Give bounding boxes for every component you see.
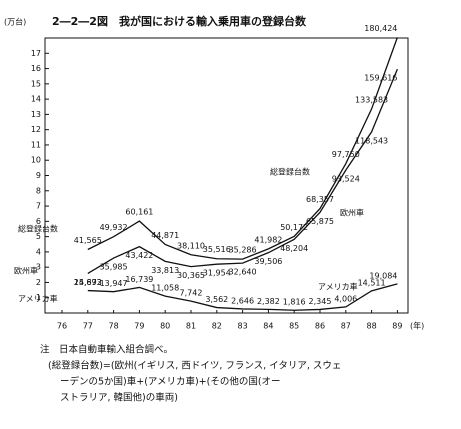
y-tick-label: 6 bbox=[36, 217, 41, 226]
x-tick-label: 85 bbox=[289, 322, 299, 331]
y-tick-label: 8 bbox=[36, 186, 41, 195]
data-label: 180,424 bbox=[364, 24, 397, 33]
y-tick-label: 11 bbox=[31, 140, 41, 149]
data-label: 44,871 bbox=[151, 231, 179, 240]
y-tick-label: 17 bbox=[31, 49, 41, 58]
y-unit: (万台) bbox=[4, 17, 26, 27]
data-label: 32,640 bbox=[229, 268, 257, 277]
data-label: 14,511 bbox=[358, 278, 386, 287]
x-tick-label: 89 bbox=[392, 322, 402, 331]
data-label: 16,739 bbox=[125, 275, 153, 284]
x-tick-label: 88 bbox=[367, 322, 377, 331]
data-label: 2,382 bbox=[257, 297, 280, 306]
series-label: 総登録台数 bbox=[270, 167, 310, 177]
data-label: 49,932 bbox=[100, 223, 128, 232]
data-label: 33,813 bbox=[151, 266, 179, 275]
data-label: 39,506 bbox=[254, 257, 282, 266]
x-tick-label: 87 bbox=[341, 322, 351, 331]
x-tick-label: 82 bbox=[212, 322, 222, 331]
y-tick-label: 14 bbox=[31, 95, 41, 104]
y-tick-label: 16 bbox=[31, 64, 41, 73]
series-line bbox=[87, 283, 398, 311]
data-label: 133,583 bbox=[355, 95, 388, 104]
note: (総登録台数)=(欧州(イギリス, 西ドイツ, フランス, イタリア, スウェ bbox=[48, 360, 341, 372]
y-tick-label: 10 bbox=[31, 156, 41, 165]
data-label: 31,954 bbox=[203, 269, 231, 278]
data-label: 38,110 bbox=[177, 241, 205, 250]
x-tick-label: 83 bbox=[238, 322, 248, 331]
data-label: 30,365 bbox=[177, 271, 205, 280]
data-label: 2,646 bbox=[231, 296, 254, 305]
series-label: アメリカ車 bbox=[18, 294, 58, 304]
data-label: 50,172 bbox=[280, 223, 308, 232]
data-label: 48,204 bbox=[280, 244, 308, 253]
data-label: 1,816 bbox=[283, 298, 306, 307]
data-label: 97,750 bbox=[332, 150, 360, 159]
data-label: 159,616 bbox=[364, 74, 397, 83]
data-label: 65,875 bbox=[306, 217, 334, 226]
note: ーデンの5か国)車+(アメリカ車)+(その他の国(オー bbox=[60, 376, 281, 388]
x-tick-label: 78 bbox=[109, 322, 119, 331]
y-tick-label: 1 bbox=[36, 293, 41, 302]
x-tick-label: 86 bbox=[315, 322, 325, 331]
data-label: 11,058 bbox=[151, 284, 179, 293]
data-label: 60,161 bbox=[125, 208, 153, 217]
x-tick-label: 77 bbox=[83, 322, 93, 331]
y-tick-label: 3 bbox=[36, 263, 41, 272]
y-tick-label: 2 bbox=[36, 278, 41, 287]
data-label: 7,742 bbox=[180, 289, 203, 298]
series-label: 欧州車 bbox=[14, 266, 38, 276]
data-label: 19,084 bbox=[369, 271, 397, 280]
y-tick-label: 12 bbox=[31, 125, 41, 134]
data-label: 13,947 bbox=[100, 279, 128, 288]
data-label: 43,422 bbox=[125, 251, 153, 260]
x-unit: (年) bbox=[410, 321, 424, 331]
note: 注 日本自動車輸入組合調べ。 bbox=[40, 344, 173, 356]
data-label: 35,286 bbox=[229, 246, 257, 255]
data-label: 3,562 bbox=[205, 295, 228, 304]
series-label: 総登録台数 bbox=[18, 224, 58, 234]
x-tick-label: 84 bbox=[263, 322, 273, 331]
series-line bbox=[87, 68, 399, 274]
data-label: 41,565 bbox=[74, 236, 102, 245]
note: ストラリア, 韓国他)の車両) bbox=[60, 392, 178, 404]
data-label: 25,893 bbox=[74, 278, 102, 287]
data-label: 118,543 bbox=[355, 136, 388, 145]
data-label: 41,982 bbox=[254, 235, 282, 244]
chart-title: 2―2―2図 我が国における輸入乗用車の登録台数 bbox=[52, 14, 307, 28]
data-label: 35,985 bbox=[100, 263, 128, 272]
data-label: 68,357 bbox=[306, 195, 334, 204]
data-label: 35,516 bbox=[203, 245, 231, 254]
y-tick-label: 13 bbox=[31, 110, 41, 119]
x-tick-label: 79 bbox=[134, 322, 144, 331]
y-tick-label: 4 bbox=[36, 247, 41, 256]
x-tick-label: 80 bbox=[160, 322, 170, 331]
y-tick-label: 9 bbox=[36, 171, 41, 180]
series-line bbox=[87, 37, 399, 260]
y-tick-label: 15 bbox=[31, 79, 41, 88]
series-label: アメリカ車 bbox=[318, 282, 358, 292]
x-tick-label: 81 bbox=[186, 322, 196, 331]
y-tick-label: 5 bbox=[36, 232, 41, 241]
x-tick-label: 76 bbox=[57, 322, 67, 331]
data-label: 2,345 bbox=[309, 297, 332, 306]
data-label: 14,672 bbox=[74, 278, 102, 287]
data-label: 93,524 bbox=[332, 175, 360, 184]
data-label: 4,006 bbox=[334, 294, 357, 303]
series-label: 欧州車 bbox=[340, 208, 364, 218]
y-tick-label: 7 bbox=[36, 202, 41, 211]
